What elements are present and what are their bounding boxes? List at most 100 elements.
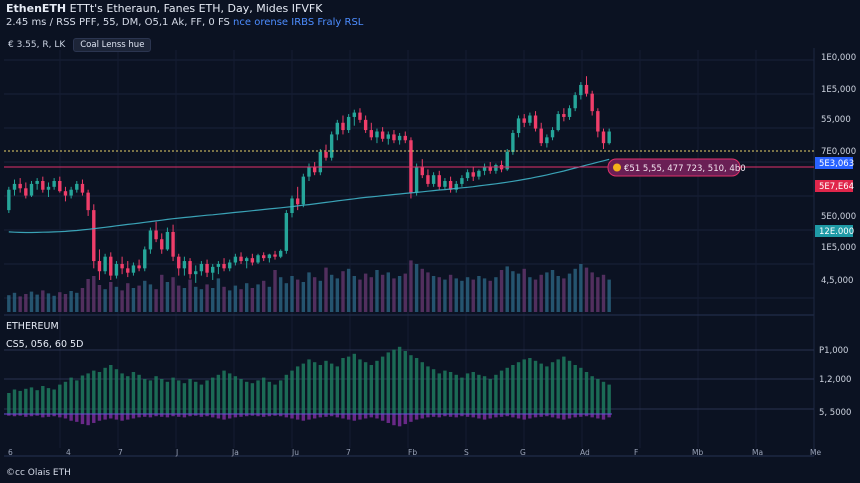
osc-neg-bar: [511, 414, 515, 418]
ma-line: [8, 158, 610, 234]
candle-body: [120, 263, 124, 269]
volume-bar: [409, 260, 413, 312]
osc-neg-bar: [392, 414, 396, 426]
candle-body: [375, 131, 379, 138]
osc-bar: [80, 375, 85, 414]
osc-neg-bar: [222, 414, 226, 420]
osc-neg-bar: [324, 414, 328, 417]
osc-bar: [579, 367, 583, 414]
osc-neg-bar: [46, 414, 51, 417]
candle-body: [267, 254, 272, 259]
toolbar-button[interactable]: Coal Lenss hue: [73, 38, 152, 52]
x-axis-tick-label: Ad: [580, 448, 590, 457]
osc-bar: [58, 384, 62, 414]
volume-bar: [567, 273, 572, 312]
price-axis-label: 1E5,000: [821, 243, 856, 253]
volume-bar: [131, 288, 136, 312]
chart-toolbar: € 3.55, R, LK Coal Lenss hue: [8, 38, 152, 52]
osc-neg-bar: [545, 414, 549, 417]
candle-body: [590, 93, 594, 112]
candle-body: [403, 135, 407, 141]
osc-neg-bar: [261, 414, 266, 417]
candle-body: [584, 84, 589, 94]
volume-bar: [126, 283, 130, 312]
volume-bar: [392, 278, 396, 312]
volume-bar: [539, 274, 543, 312]
osc-neg-bar: [165, 414, 170, 418]
oscillator: [4, 346, 612, 427]
osc-neg-bar: [18, 414, 22, 416]
candle-body: [482, 166, 487, 171]
candle-body: [556, 114, 560, 131]
osc-bar: [41, 386, 45, 414]
candle-body: [295, 198, 300, 205]
candle-body: [131, 265, 136, 273]
volume-bar: [7, 295, 11, 312]
candle-body: [126, 268, 130, 273]
x-axis-tick-label: Me: [810, 448, 821, 457]
osc-bar: [352, 353, 357, 414]
osc-neg-bar: [522, 414, 526, 420]
osc-neg-bar: [584, 414, 589, 417]
osc-bar: [86, 373, 90, 414]
osc-bar: [35, 390, 39, 414]
osc-bar: [216, 374, 221, 414]
candle-body: [341, 122, 345, 131]
osc-bar: [499, 370, 504, 414]
candle-body: [380, 131, 385, 139]
osc-neg-bar: [205, 414, 209, 417]
x-axis-tick-label: 6: [8, 448, 13, 457]
osc-bar: [414, 358, 419, 414]
osc-neg-bar: [403, 414, 407, 425]
candle-body: [80, 183, 85, 193]
osc-neg-bar: [431, 414, 436, 417]
osc-neg-bar: [58, 414, 62, 418]
candle-body: [46, 186, 51, 190]
volume-bar: [267, 286, 272, 312]
volume-bar: [182, 288, 187, 312]
osc-bar: [29, 387, 34, 414]
osc-neg-bar: [369, 414, 373, 418]
osc-neg-bar: [148, 414, 153, 418]
osc-bar: [188, 379, 192, 414]
osc-bar: [165, 381, 170, 414]
osc-neg-bar: [318, 414, 323, 418]
volume-bar: [211, 288, 215, 312]
volume-bar: [35, 294, 39, 312]
osc-bar: [318, 365, 323, 414]
osc-bar: [295, 366, 300, 414]
osc-bar: [250, 383, 255, 414]
osc-neg-bar: [488, 414, 492, 419]
candle-body: [358, 112, 362, 120]
osc-neg-bar: [114, 414, 119, 420]
osc-bar: [329, 363, 334, 414]
osc-neg-bar: [290, 414, 294, 419]
osc-neg-bar: [454, 414, 458, 418]
osc-bar: [511, 365, 515, 414]
volume-bar: [239, 289, 243, 312]
teal-price-badge-text: 12E.000: [819, 227, 854, 237]
osc-bar: [228, 373, 232, 414]
osc-bar: [369, 365, 373, 414]
candle-body: [324, 151, 328, 158]
osc-neg-bar: [596, 414, 600, 419]
osc-neg-bar: [256, 414, 260, 417]
osc-neg-bar: [465, 414, 470, 417]
osc-neg-bar: [267, 414, 272, 417]
osc-neg-bar: [590, 414, 594, 418]
candle-body: [245, 258, 249, 262]
osc-neg-bar: [516, 414, 521, 419]
x-axis-tick-label: F: [634, 448, 638, 457]
x-axis-tick-label: Ja: [231, 448, 239, 457]
volume-bar: [358, 279, 362, 312]
candle-body: [573, 95, 577, 109]
osc-bar: [477, 374, 481, 414]
candle-body: [454, 183, 458, 190]
osc-neg-bar: [437, 414, 441, 418]
candles[interactable]: [7, 76, 611, 283]
volume-bar: [437, 277, 441, 312]
osc-neg-bar: [278, 414, 283, 417]
volume-bar: [426, 272, 430, 312]
candle-body: [465, 172, 470, 179]
